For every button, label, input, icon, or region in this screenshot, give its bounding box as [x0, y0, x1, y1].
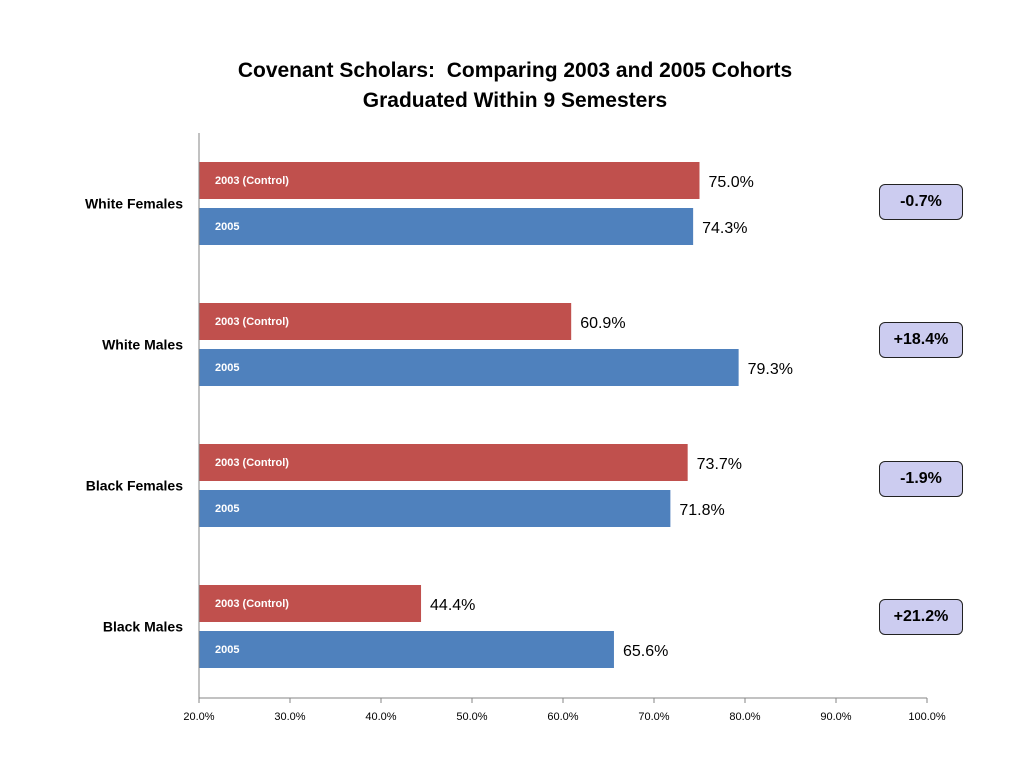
- bar-series-label: 2005: [215, 362, 239, 374]
- value-label-white-females-2005: 74.3%: [702, 220, 747, 237]
- x-tick-label: 20.0%: [183, 711, 214, 723]
- x-tick-label: 80.0%: [729, 711, 760, 723]
- bar-white-males-2005: [199, 349, 739, 386]
- axes-group: White Females White Males Black Females Bla…: [85, 133, 946, 723]
- bar-black-males-2005: [199, 631, 614, 668]
- delta-badge-black-females: -1.9%: [879, 461, 963, 497]
- x-tick-label: 30.0%: [274, 711, 305, 723]
- x-tick-label: 100.0%: [908, 711, 946, 723]
- delta-badge-white-males: +18.4%: [879, 322, 963, 358]
- x-tick-label: 50.0%: [456, 711, 487, 723]
- bar-black-females-2005: [199, 490, 671, 527]
- value-label-black-males-2003: 44.4%: [430, 597, 475, 614]
- bar-series-label: 2005: [215, 644, 239, 656]
- bars-group: 2003 (Control) 75.0% 2005 74.3% 2003 (Contro…: [199, 162, 793, 668]
- category-label-white-males: White Males: [102, 337, 183, 353]
- bar-series-label: 2003 (Control): [215, 316, 289, 328]
- chart-title-line-1: Covenant Scholars: Comparing 2003 and 20…: [237, 59, 793, 82]
- x-tick-label: 60.0%: [547, 711, 578, 723]
- chart-title-line-2: Graduated Within 9 Semesters: [362, 89, 668, 112]
- value-label-black-females-2005: 71.8%: [679, 502, 724, 519]
- bar-series-label: 2003 (Control): [215, 175, 289, 187]
- bar-series-label: 2005: [215, 221, 239, 233]
- bar-white-females-2003: [199, 162, 700, 199]
- value-label-black-females-2003: 73.7%: [697, 456, 742, 473]
- value-label-white-males-2003: 60.9%: [580, 315, 625, 332]
- value-label-black-males-2005: 65.6%: [623, 643, 668, 660]
- x-tick-label: 40.0%: [365, 711, 396, 723]
- category-label-white-females: White Females: [85, 196, 183, 212]
- bar-black-females-2003: [199, 444, 688, 481]
- bar-white-females-2005: [199, 208, 694, 245]
- bar-series-label: 2005: [215, 503, 239, 515]
- x-tick-label: 70.0%: [638, 711, 669, 723]
- x-tick-label: 90.0%: [820, 711, 851, 723]
- bar-series-label: 2003 (Control): [215, 598, 289, 610]
- chart-title: Covenant Scholars: Comparing 2003 and 20…: [0, 56, 1024, 116]
- category-label-black-females: Black Females: [86, 478, 183, 494]
- category-label-black-males: Black Males: [103, 619, 183, 635]
- value-label-white-males-2005: 79.3%: [748, 361, 793, 378]
- value-label-white-females-2003: 75.0%: [709, 174, 754, 191]
- bar-white-males-2003: [199, 303, 572, 340]
- bar-black-males-2003: [199, 585, 422, 622]
- delta-badge-white-females: -0.7%: [879, 184, 963, 220]
- delta-badge-black-males: +21.2%: [879, 599, 963, 635]
- bar-series-label: 2003 (Control): [215, 457, 289, 469]
